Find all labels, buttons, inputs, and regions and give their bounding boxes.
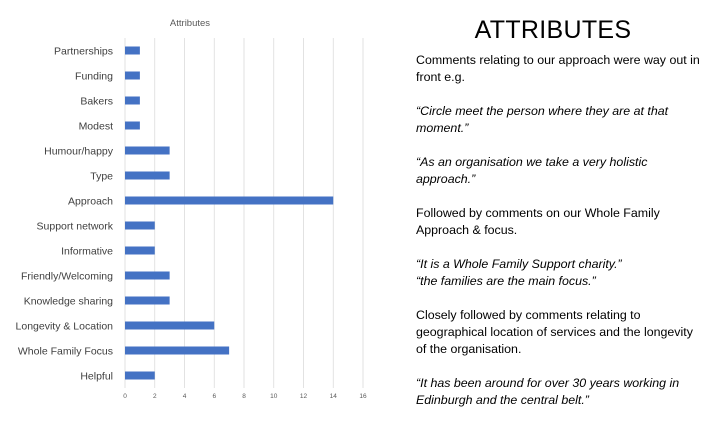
bar [125, 146, 170, 155]
category-label: Knowledge sharing [24, 296, 113, 308]
family-quote-2: “the families are the main focus.” [416, 274, 596, 288]
category-label: Bakers [80, 96, 113, 108]
bar [125, 171, 170, 180]
approach-quote-1: “Circle meet the person where they are a… [416, 104, 669, 135]
location-intro: Closely followed by comments relating to… [416, 308, 693, 356]
bar [125, 346, 230, 355]
commentary-panel: Comments relating to our approach were w… [416, 52, 706, 426]
bar [125, 96, 140, 105]
location-quote: “It has been around for over 30 years wo… [416, 376, 680, 407]
bar [125, 71, 140, 80]
approach-intro: Comments relating to our approach were w… [416, 53, 700, 84]
bar [125, 196, 334, 205]
category-label: Informative [61, 246, 113, 258]
category-label: Partnerships [54, 46, 113, 58]
family-focus-intro: Followed by comments on our Whole Family… [416, 206, 660, 237]
category-label: Type [90, 171, 113, 183]
attributes-bar-chart: Attributes 0 2 4 6 8 10 12 14 16 Partnerships Fundi… [16, 18, 367, 400]
x-tick-label: 0 [123, 393, 127, 400]
x-tick-label: 10 [270, 393, 278, 400]
bar [125, 296, 170, 305]
category-label: Friendly/Welcoming [21, 271, 113, 283]
x-tick-label: 8 [242, 393, 246, 400]
bar [125, 221, 155, 230]
x-tick-label: 12 [300, 393, 308, 400]
category-label: Funding [75, 71, 113, 83]
x-tick-label: 6 [212, 393, 216, 400]
x-tick-label: 2 [153, 393, 157, 400]
category-label: Whole Family Focus [18, 346, 113, 358]
bar [125, 46, 140, 55]
x-tick-label: 16 [359, 393, 367, 400]
bar [125, 371, 155, 380]
bar [125, 121, 140, 130]
family-quote-1: “It is a Whole Family Support charity.” [416, 257, 622, 271]
category-label: Humour/happy [44, 146, 114, 158]
category-label: Helpful [80, 371, 113, 383]
bar [125, 321, 215, 330]
category-label: Modest [79, 121, 114, 133]
bar [125, 246, 155, 255]
slide-title: ATTRIBUTES [474, 16, 632, 44]
approach-quote-2: “As an organisation we take a very holis… [416, 155, 648, 186]
x-tick-label: 4 [183, 393, 187, 400]
chart-title: Attributes [170, 18, 210, 29]
bar [125, 271, 170, 280]
category-label: Support network [37, 221, 114, 233]
category-label: Approach [68, 196, 113, 208]
category-label: Longevity & Location [16, 321, 114, 333]
x-tick-label: 14 [330, 393, 338, 400]
